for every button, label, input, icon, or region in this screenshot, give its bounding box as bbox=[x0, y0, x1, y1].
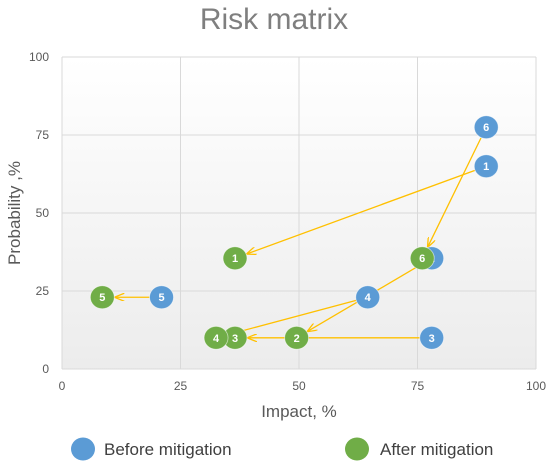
before-marker bbox=[419, 325, 445, 350]
after-marker bbox=[284, 325, 310, 350]
before-point-4: 4 bbox=[355, 285, 381, 310]
x-axis-title: Impact, % bbox=[261, 402, 337, 421]
before-point-label: 6 bbox=[483, 122, 489, 134]
before-point-3: 3 bbox=[419, 325, 445, 350]
after-marker bbox=[409, 246, 435, 271]
after-point-label: 5 bbox=[99, 292, 105, 304]
y-tick-label: 100 bbox=[29, 50, 49, 64]
before-point-1: 1 bbox=[473, 154, 499, 179]
x-tick-label: 75 bbox=[411, 379, 425, 393]
y-tick-label: 50 bbox=[36, 206, 50, 220]
legend-before-marker bbox=[71, 437, 95, 461]
after-point-label: 3 bbox=[232, 333, 238, 345]
data-points: 123456123456 bbox=[89, 115, 499, 350]
mitigation-arrow-1 bbox=[247, 169, 476, 253]
after-marker bbox=[203, 325, 229, 350]
x-tick-label: 25 bbox=[174, 379, 188, 393]
mitigation-arrow-4 bbox=[229, 299, 357, 334]
y-axis-title: Probability ,% bbox=[5, 161, 24, 265]
after-point-2: 2 bbox=[284, 325, 310, 350]
chart-title: Risk matrix bbox=[200, 3, 348, 36]
before-point-6: 6 bbox=[473, 115, 499, 140]
legend: Before mitigation After mitigation bbox=[71, 437, 493, 461]
legend-after-label: After mitigation bbox=[380, 440, 493, 459]
before-point-label: 3 bbox=[429, 333, 435, 345]
before-point-label: 5 bbox=[158, 292, 164, 304]
before-point-5: 5 bbox=[149, 285, 174, 310]
x-tick-label: 50 bbox=[292, 379, 306, 393]
mitigation-arrow-6 bbox=[428, 137, 482, 247]
after-point-5: 5 bbox=[89, 285, 115, 310]
legend-before-label: Before mitigation bbox=[104, 440, 232, 459]
legend-after-marker bbox=[345, 437, 369, 461]
after-point-label: 6 bbox=[419, 253, 425, 265]
before-point-label: 1 bbox=[483, 161, 489, 173]
after-point-6: 6 bbox=[409, 246, 435, 271]
x-tick-label: 0 bbox=[59, 379, 66, 393]
before-marker bbox=[473, 154, 499, 179]
after-marker bbox=[222, 246, 248, 271]
after-point-label: 2 bbox=[294, 333, 300, 345]
before-marker bbox=[355, 285, 381, 310]
y-tick-label: 25 bbox=[36, 284, 50, 298]
after-marker bbox=[89, 285, 115, 310]
after-point-label: 1 bbox=[232, 253, 238, 265]
grid-lines bbox=[61, 56, 537, 370]
x-tick-label: 100 bbox=[526, 379, 546, 393]
after-point-1: 1 bbox=[222, 246, 248, 271]
after-point-4: 4 bbox=[203, 325, 229, 350]
y-tick-label: 75 bbox=[36, 128, 50, 142]
before-marker bbox=[149, 285, 174, 310]
after-point-label: 4 bbox=[213, 333, 220, 345]
before-point-label: 4 bbox=[365, 292, 372, 304]
before-marker bbox=[473, 115, 499, 140]
y-tick-label: 0 bbox=[42, 362, 49, 376]
